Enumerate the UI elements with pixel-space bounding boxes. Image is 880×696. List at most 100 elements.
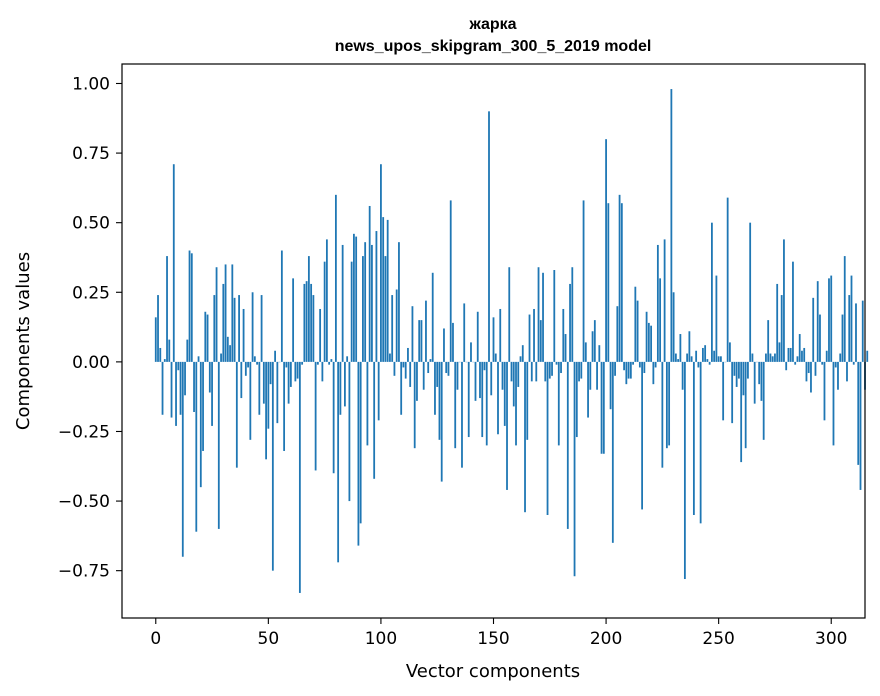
- bar-104: [389, 353, 391, 362]
- bar-142: [474, 361, 477, 401]
- bar-67: [305, 281, 308, 362]
- bar-107: [395, 289, 398, 362]
- bar-19: [197, 356, 200, 362]
- bar-92: [362, 256, 364, 362]
- bar-11: [179, 361, 182, 415]
- bar-series: [154, 89, 869, 593]
- bar-274: [771, 356, 774, 362]
- bar-239: [692, 361, 695, 515]
- bar-118: [420, 320, 423, 362]
- bar-221: [652, 361, 655, 385]
- bar-122: [429, 359, 432, 362]
- bar-61: [292, 278, 295, 362]
- x-tick-label: 100: [365, 629, 397, 649]
- bar-261: [742, 361, 745, 396]
- bar-257: [733, 361, 736, 376]
- bar-72: [316, 361, 319, 365]
- bar-281: [787, 347, 790, 362]
- bar-163: [521, 345, 524, 362]
- bar-311: [855, 303, 857, 362]
- bar-96: [371, 244, 373, 362]
- bar-95: [368, 205, 371, 362]
- bar-57: [283, 361, 286, 451]
- bar-42: [249, 361, 252, 440]
- bar-305: [841, 314, 844, 362]
- bar-206: [618, 194, 621, 362]
- bar-1: [157, 295, 159, 362]
- bar-110: [402, 361, 405, 368]
- bar-223: [656, 244, 659, 362]
- bar-30: [222, 283, 225, 362]
- bar-154: [501, 361, 504, 390]
- bar-157: [508, 267, 511, 362]
- bar-143: [476, 311, 479, 362]
- bar-49: [265, 361, 267, 460]
- bar-294: [816, 281, 819, 362]
- bar-189: [580, 361, 583, 379]
- bar-285: [796, 356, 799, 362]
- bar-240: [695, 350, 698, 362]
- x-tick-label: 300: [815, 629, 847, 649]
- bar-178: [555, 361, 558, 365]
- bar-172: [542, 272, 544, 362]
- bar-248: [713, 350, 716, 362]
- bar-191: [584, 342, 587, 362]
- bar-8: [172, 164, 175, 362]
- bar-307: [846, 361, 848, 382]
- bar-214: [636, 300, 639, 362]
- bar-89: [355, 236, 358, 362]
- y-axis-label: Components values: [13, 252, 34, 430]
- x-axis-label: Vector components: [406, 661, 580, 682]
- bar-114: [411, 306, 414, 362]
- bar-60: [289, 361, 292, 387]
- y-tick-label: −0.50: [58, 492, 110, 512]
- bar-24: [208, 361, 211, 393]
- bar-18: [195, 361, 198, 532]
- bar-116: [416, 361, 418, 401]
- bar-123: [431, 272, 434, 362]
- bar-99: [377, 361, 380, 421]
- bar-289: [805, 361, 808, 382]
- y-tick-label: −0.75: [58, 562, 110, 582]
- bar-130: [447, 361, 450, 376]
- bar-98: [375, 231, 378, 362]
- bar-304: [839, 353, 842, 362]
- bar-216: [641, 361, 643, 510]
- bar-176: [551, 361, 553, 376]
- x-tick-label: 0: [150, 629, 161, 649]
- bar-121: [427, 361, 430, 374]
- bar-228: [668, 361, 671, 446]
- bar-306: [843, 256, 846, 362]
- bar-140: [470, 342, 472, 362]
- bar-312: [857, 361, 860, 465]
- bar-45: [256, 361, 258, 365]
- bar-258: [735, 361, 738, 387]
- bar-12: [181, 361, 184, 557]
- bar-128: [443, 328, 445, 362]
- plot-frame: [121, 63, 866, 619]
- bar-203: [611, 361, 614, 543]
- bar-7: [170, 361, 173, 418]
- bar-301: [832, 361, 835, 446]
- bar-225: [661, 361, 664, 468]
- bar-23: [206, 314, 209, 362]
- bar-316: [866, 350, 869, 362]
- bar-14: [186, 339, 189, 362]
- bar-117: [418, 320, 421, 362]
- bar-149: [490, 361, 493, 396]
- bar-21: [202, 361, 204, 451]
- bar-165: [526, 361, 529, 440]
- bar-264: [749, 222, 752, 362]
- chart-title: жарка: [468, 16, 516, 33]
- bar-186: [573, 361, 576, 577]
- bar-217: [643, 361, 646, 374]
- bar-195: [593, 320, 596, 362]
- bar-22: [204, 311, 207, 362]
- bar-247: [711, 222, 713, 362]
- bar-50: [267, 361, 270, 429]
- bar-41: [247, 361, 249, 368]
- bar-167: [530, 361, 533, 382]
- bar-251: [720, 356, 722, 362]
- bar-9: [175, 361, 177, 426]
- bar-34: [231, 264, 234, 362]
